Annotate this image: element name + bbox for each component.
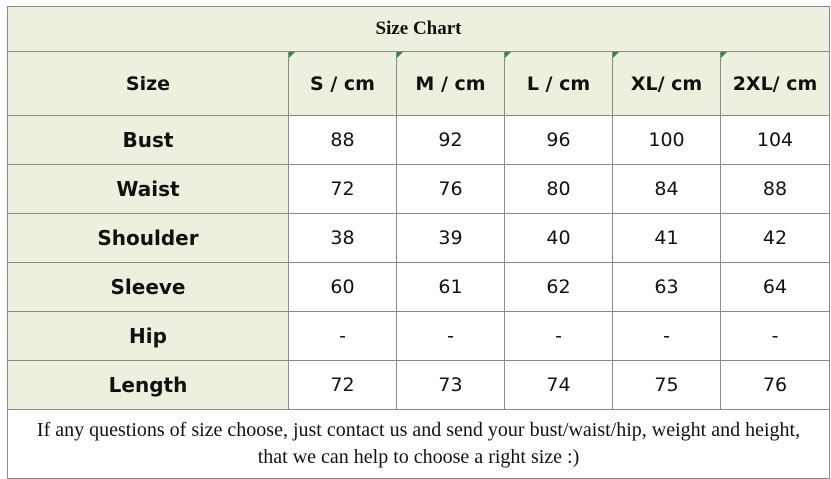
table-cell: 64: [719, 262, 831, 312]
table-cell: 38: [288, 213, 397, 263]
table-cell: 72: [288, 360, 397, 410]
table-row: Sleeve 60 61 62 63 64: [7, 262, 831, 312]
table-cell: 73: [396, 360, 505, 410]
table-row: Length 72 73 74 75 76: [7, 360, 831, 410]
table-cell: 96: [504, 115, 613, 165]
table-cell: 76: [719, 360, 831, 410]
table-row: Hip - - - - -: [7, 311, 831, 361]
table-cell: 104: [719, 115, 831, 165]
size-note-line-1: If any questions of size choose, just co…: [36, 419, 801, 441]
table-cell: 60: [288, 262, 397, 312]
table-row: Shoulder 38 39 40 41 42: [7, 213, 831, 263]
row-label-sleeve: Sleeve: [7, 262, 289, 312]
table-cell: 62: [504, 262, 613, 312]
table-cell: -: [288, 311, 397, 361]
size-chart-table: Size Chart Size S / cm M / cm L / cm XL/…: [6, 6, 831, 479]
row-label-waist: Waist: [7, 164, 289, 214]
table-cell: 61: [396, 262, 505, 312]
chart-title: Size Chart: [6, 6, 831, 52]
table-cell: 63: [612, 262, 721, 312]
table-cell: 72: [288, 164, 397, 214]
corner-mark-icon: [289, 52, 295, 58]
row-label-shoulder: Shoulder: [7, 213, 289, 263]
row-label-hip: Hip: [7, 311, 289, 361]
table-row: Bust 88 92 96 100 104: [7, 115, 831, 165]
table-cell: 42: [719, 213, 831, 263]
size-note: If any questions of size choose, just co…: [6, 409, 831, 479]
title-row: Size Chart: [6, 6, 831, 52]
corner-mark-icon: [505, 52, 511, 58]
corner-mark-icon: [397, 52, 403, 58]
table-cell: 84: [612, 164, 721, 214]
table-cell: 74: [504, 360, 613, 410]
table-cell: 88: [719, 164, 831, 214]
size-header-l: L / cm: [504, 51, 613, 116]
table-cell: 41: [612, 213, 721, 263]
table-cell: 75: [612, 360, 721, 410]
size-header-s: S / cm: [288, 51, 397, 116]
note-row: If any questions of size choose, just co…: [6, 409, 831, 479]
size-header-xl: XL/ cm: [612, 51, 721, 116]
table-row: Waist 72 76 80 84 88: [7, 164, 831, 214]
table-cell: -: [396, 311, 505, 361]
table-cell: -: [612, 311, 721, 361]
row-label-length: Length: [7, 360, 289, 410]
table-cell: 92: [396, 115, 505, 165]
table-cell: 40: [504, 213, 613, 263]
table-cell: 80: [504, 164, 613, 214]
table-cell: 100: [612, 115, 721, 165]
corner-mark-icon: [613, 52, 619, 58]
corner-mark-icon: [721, 52, 727, 58]
table-cell: -: [504, 311, 613, 361]
table-cell: 76: [396, 164, 505, 214]
table-cell: 88: [288, 115, 397, 165]
size-header-m: M / cm: [396, 51, 505, 116]
size-column-header: Size: [7, 51, 289, 116]
table-cell: -: [719, 311, 831, 361]
row-label-bust: Bust: [7, 115, 289, 165]
size-header-2xl: 2XL/ cm: [719, 51, 831, 116]
table-cell: 39: [396, 213, 505, 263]
header-row: Size S / cm M / cm L / cm XL/ cm 2XL/ cm: [7, 51, 831, 116]
size-note-line-2: that we can help to choose a right size …: [257, 446, 580, 468]
